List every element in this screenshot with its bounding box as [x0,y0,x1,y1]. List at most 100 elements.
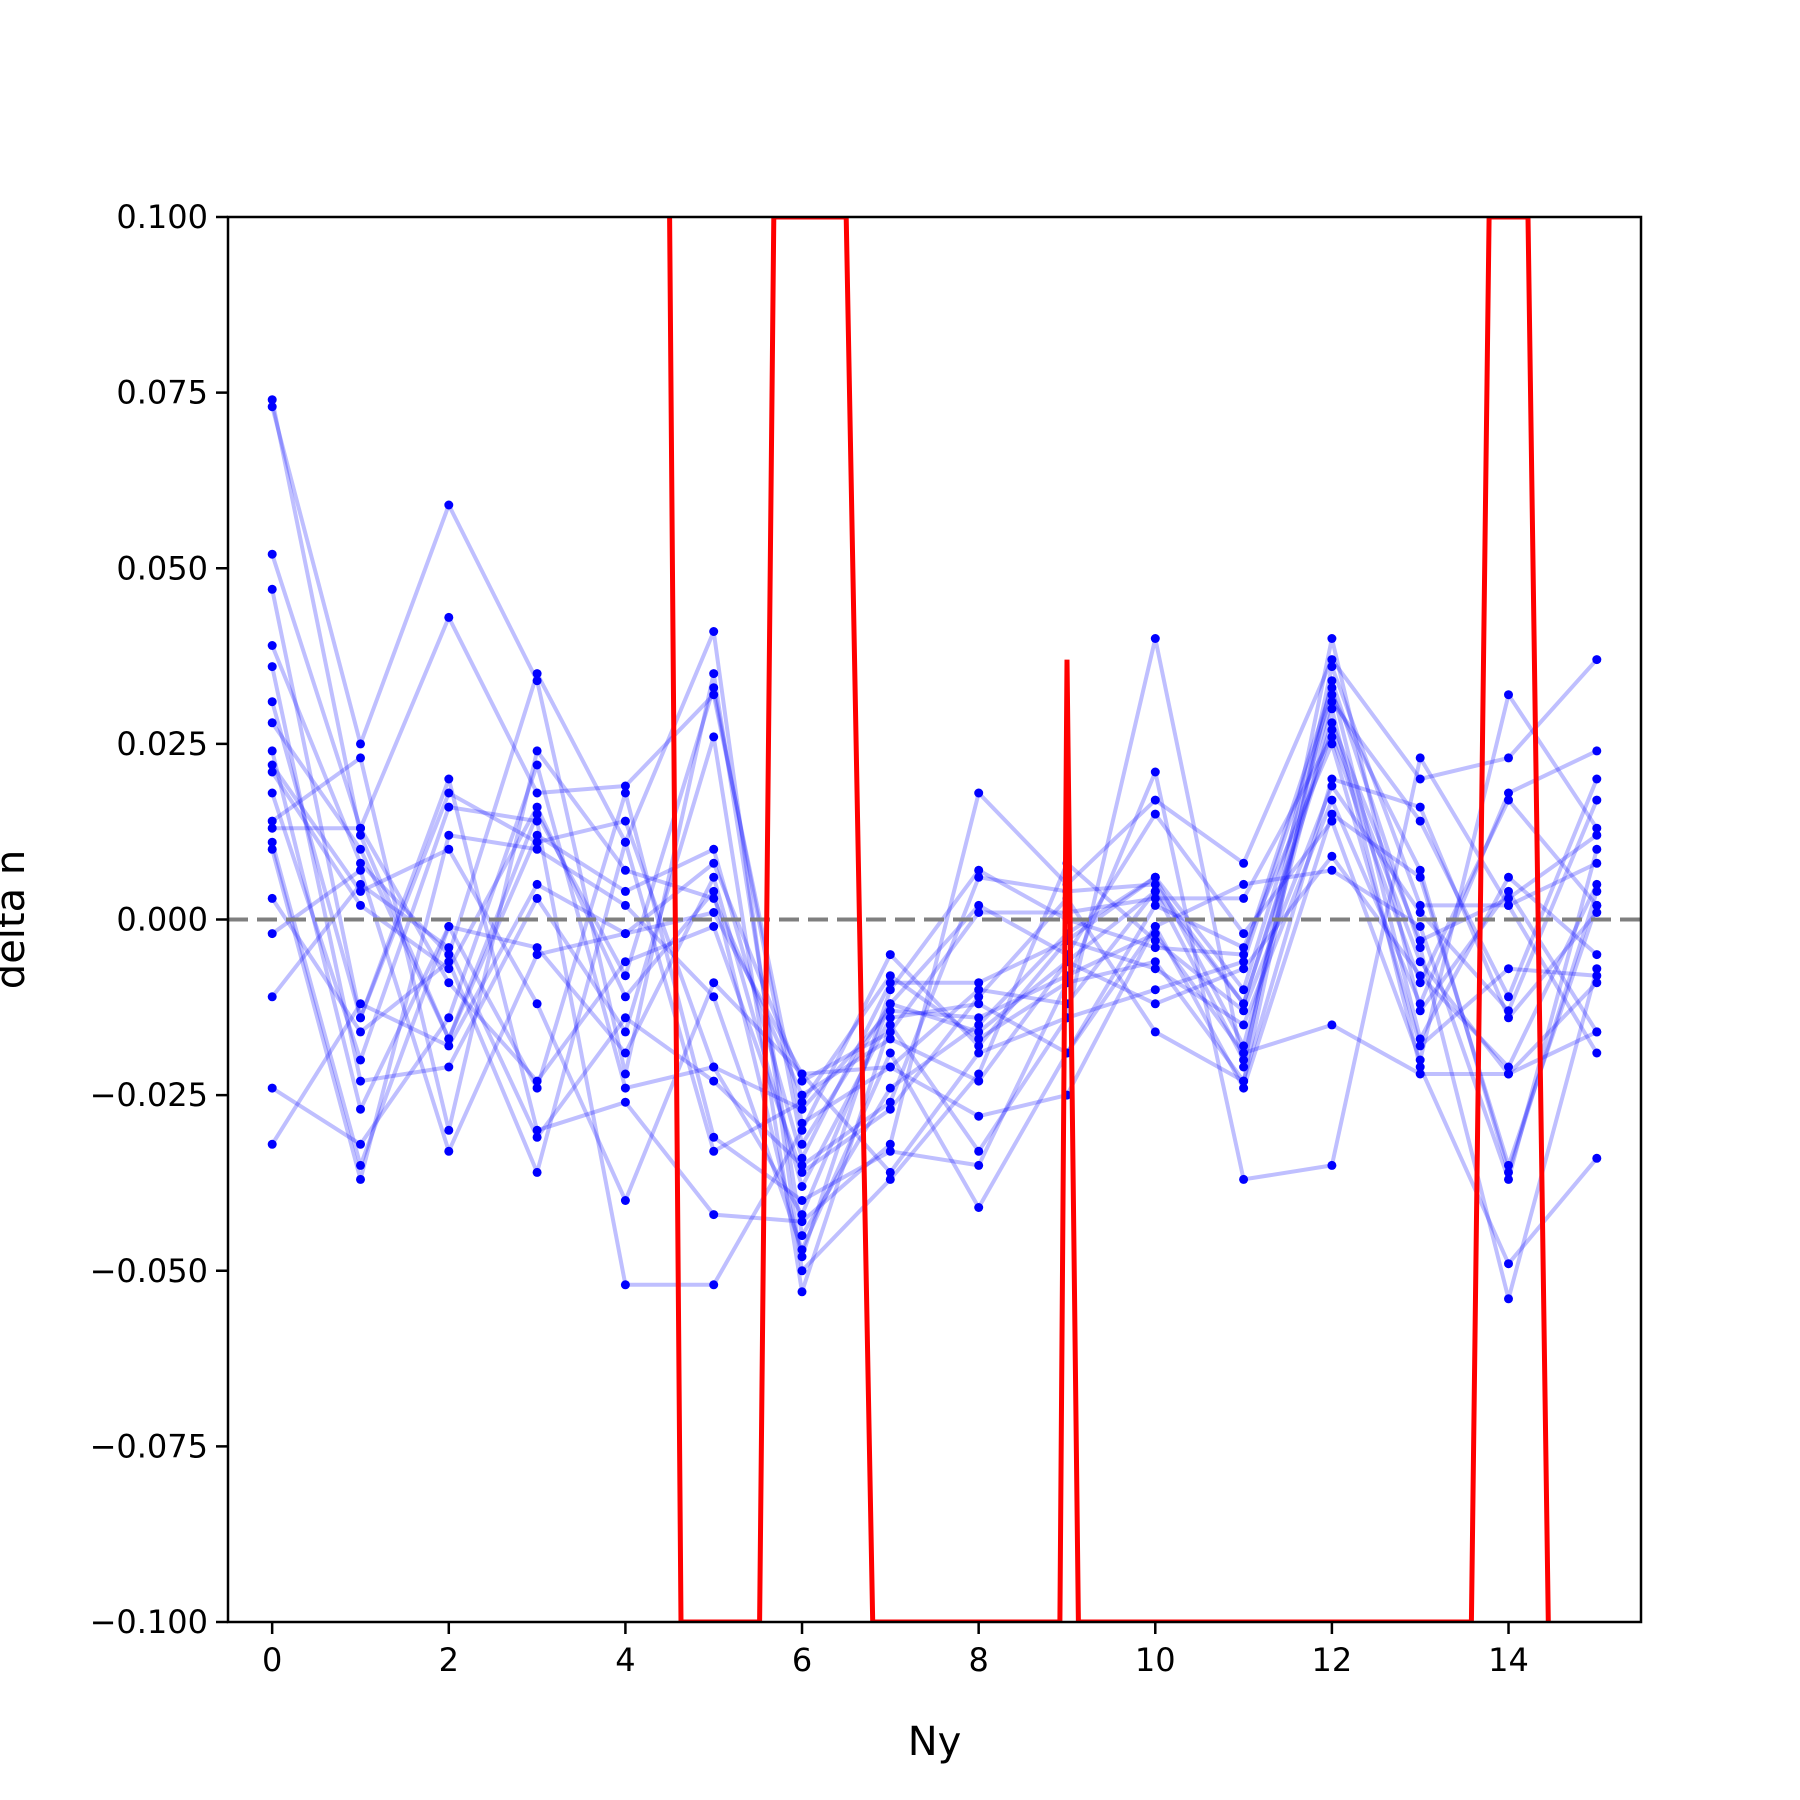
sample-series-14-point-0 [267,837,277,847]
sample-series-14-point-2 [444,922,454,931]
sample-series-0-point-13 [1415,936,1425,946]
sample-series-12-point-1 [356,753,365,763]
sample-series-20-point-4 [620,929,630,939]
sample-series-16-point-4 [620,837,630,847]
sample-series-18-point-1 [356,879,365,889]
sample-series-7-point-12 [1327,795,1337,805]
sample-series-10-point-3 [532,802,542,812]
sample-series-17-point-1 [356,865,365,875]
sample-series-7-point-13 [1415,999,1425,1009]
sample-series-9-point-12 [1327,809,1337,819]
sample-series-13-point-2 [444,978,454,988]
sample-series-4-point-3 [532,669,542,679]
sample-series-4-point-1 [356,858,365,868]
sample-series-20-point-8 [974,1048,984,1058]
sample-series-13-point-0 [267,823,277,833]
sample-series-4-point-15 [1592,795,1602,805]
sample-series-10-point-8 [974,865,984,875]
sample-series-7-line [270,721,1598,1161]
sample-series-3-point-14 [1504,690,1513,700]
sample-series-8-point-10 [1150,900,1160,910]
sample-series-14-point-12 [1327,1160,1337,1170]
sample-series-8-point-8 [974,999,984,1009]
sample-series-8-point-4 [620,1048,630,1058]
x-tick-label: 8 [968,1641,988,1679]
sample-series-12-point-3 [532,746,542,756]
sample-series-10-point-14 [1504,872,1513,882]
sample-series-18-point-5 [709,1076,719,1086]
sample-series-14-point-13 [1415,753,1425,763]
sample-series-0-point-3 [532,809,542,819]
sample-series-19-point-2 [444,1013,454,1023]
sample-series-19-point-15 [1592,1027,1602,1037]
sample-series-4-point-5 [709,627,719,636]
sample-series-11-point-12 [1327,704,1337,714]
sample-series-18-point-11 [1239,999,1249,1009]
sample-series-11-point-10 [1150,872,1160,882]
sample-series-16-point-0 [267,893,277,903]
sample-series-5-point-8 [974,1146,984,1156]
sample-series-9-point-8 [974,1111,984,1121]
sample-series-9-point-5 [709,978,719,988]
sample-series-17-point-12 [1327,732,1337,742]
sample-series-9-line [270,763,1599,1203]
sample-series-16-point-15 [1592,908,1602,917]
sample-series-19-point-7 [885,1006,895,1016]
sample-series-13-point-1 [356,823,365,833]
sample-series-8-line [270,741,1597,1189]
sample-series-7-point-5 [709,844,719,854]
sample-series-16-point-14 [1504,1013,1513,1023]
sample-series-18-point-0 [267,992,277,1002]
sample-series-15-point-3 [532,844,542,854]
sample-series-19-point-10 [1150,929,1160,939]
sample-series-13-point-5 [709,922,719,931]
sample-series-16-point-2 [444,957,454,967]
sample-series-2-point-12 [1327,676,1337,686]
sample-series-17-point-8 [974,908,984,917]
sample-series-18-point-7 [885,1097,895,1107]
x-tick-label: 10 [1135,1641,1176,1679]
sample-series-0-point-6 [797,1139,807,1149]
sample-series-7-point-2 [444,1034,454,1044]
sample-series-8-point-14 [1504,964,1513,974]
sample-series-9-point-14 [1504,1160,1513,1170]
sample-series-1-point-2 [444,500,454,510]
sample-series-5-point-2 [444,1062,454,1072]
sample-series-16-line [270,777,1599,1175]
sample-series-14-point-15 [1592,858,1602,868]
sample-series-6-line [270,657,1599,1224]
sample-series-15-point-6 [797,1245,807,1255]
sample-series-8-point-0 [267,746,277,756]
sample-series-13-point-13 [1415,900,1425,910]
sample-series-18-point-4 [620,1013,630,1023]
sample-series-15-point-15 [1592,844,1602,854]
sample-series-20-point-2 [444,1041,454,1051]
sample-series-1-point-4 [620,1069,630,1079]
sample-series-5-point-6 [797,1287,807,1297]
sample-series-5-point-13 [1415,1006,1425,1016]
sample-series-18-point-6 [797,1160,807,1170]
sample-series-7-point-3 [532,830,542,840]
sample-series-8-point-7 [885,1013,895,1023]
sample-series-15-point-1 [356,1174,365,1184]
sample-series-11-line [270,706,1599,1287]
sample-series-16-point-6 [797,1097,807,1107]
x-tick-label: 14 [1488,1641,1529,1679]
sample-series-2-point-15 [1592,964,1602,974]
sample-series-15-point-14 [1504,1174,1513,1184]
sample-series-17-point-7 [885,1027,895,1037]
sample-series-3-point-12 [1327,816,1337,826]
sample-series-1-point-7 [885,1083,895,1093]
x-tick-label: 2 [439,1641,459,1679]
sample-series-15-point-10 [1150,922,1160,931]
sample-series-8-point-5 [709,872,719,882]
sample-series-1-point-1 [356,739,365,749]
sample-series-17-point-11 [1239,893,1249,903]
sample-series-15-point-8 [974,1203,984,1212]
y-tick-label: 0.100 [116,198,208,236]
sample-series-2-point-8 [974,985,984,995]
sample-series-20-point-7 [885,1167,895,1177]
sample-series-0-line [270,399,1598,1147]
sample-series-20-point-6 [797,1069,807,1079]
sample-series-11-point-8 [974,1041,984,1051]
